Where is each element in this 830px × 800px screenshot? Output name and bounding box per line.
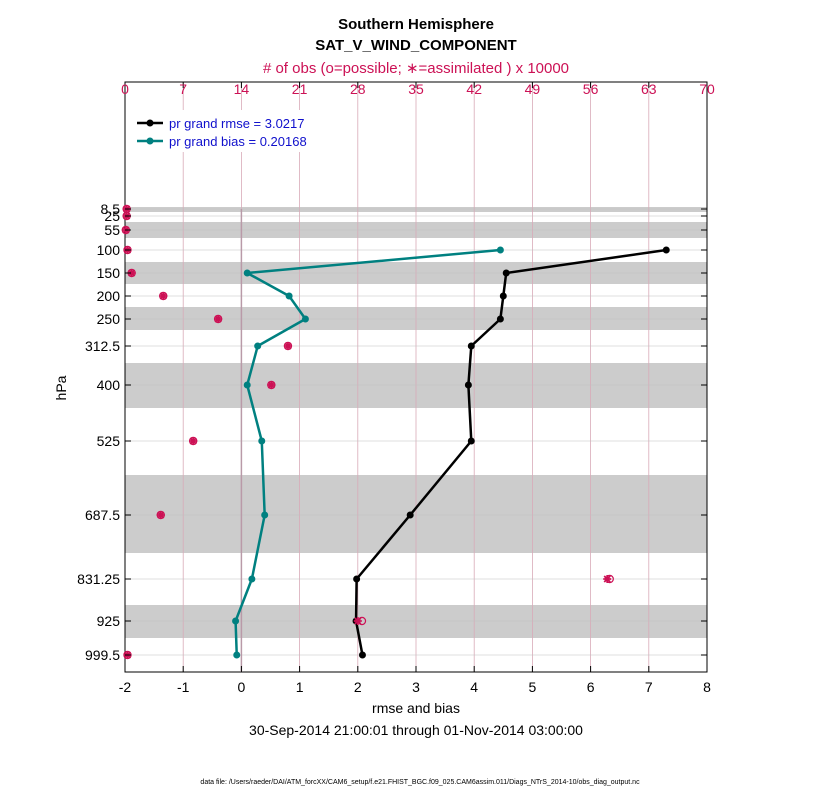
bias-point-9 [232, 617, 240, 625]
level-label-9: 525 [97, 433, 121, 449]
obs-assimilated-marker-10 [156, 511, 165, 519]
level-label-1: 25 [104, 208, 120, 224]
top-tick-label-4: 28 [350, 81, 366, 97]
bottom-tick-label-0: -2 [119, 679, 132, 695]
obs-assimilated-marker-8 [267, 381, 276, 389]
bottom-tick-label-9: 7 [645, 679, 653, 695]
bias-point-1 [243, 269, 251, 277]
top-tick-label-9: 63 [641, 81, 657, 97]
level-label-2: 55 [104, 222, 120, 238]
rmse-point-6 [467, 437, 475, 445]
bottom-tick-label-4: 2 [354, 679, 362, 695]
top-tick-label-2: 14 [234, 81, 250, 97]
legend-rmse-label: pr grand rmse = 3.0217 [169, 116, 305, 131]
level-label-4: 150 [97, 265, 121, 281]
level-label-11: 831.25 [77, 571, 120, 587]
obs-assimilated-marker-6 [214, 315, 223, 323]
rmse-point-8 [353, 575, 361, 583]
obs-assimilated-marker-4 [127, 269, 136, 277]
bias-point-0 [496, 246, 504, 254]
bias-point-10 [233, 651, 241, 659]
top-tick-label-8: 56 [583, 81, 599, 97]
bottom-axis: -2 -1 0 1 2 3 4 5 6 7 8 [119, 82, 711, 695]
chart-title: Southern Hemisphere [338, 16, 494, 33]
top-tick-label-10: 70 [699, 81, 715, 97]
level-label-12: 925 [97, 613, 121, 629]
level-label-6: 250 [97, 311, 121, 327]
top-axis: 0 7 14 21 28 35 42 49 56 63 70 [121, 81, 715, 97]
bias-point-6 [258, 437, 266, 445]
rmse-point-1 [502, 269, 510, 277]
y-axis-label: hPa [53, 375, 69, 400]
level-label-3: 100 [97, 242, 121, 258]
legend-rmse-marker [146, 119, 154, 127]
legend: pr grand rmse = 3.0217 pr grand bias = 0… [131, 110, 329, 152]
bottom-tick-label-1: -1 [177, 679, 190, 695]
rmse-point-2 [499, 292, 507, 300]
level-label-13: 999.5 [85, 647, 120, 663]
bias-point-3 [301, 315, 309, 323]
top-axis-label: # of obs (o=possible; ∗=assimilated ) x … [263, 60, 569, 77]
obs-assimilated-marker-11 [603, 575, 612, 583]
bias-point-7 [261, 511, 269, 519]
rmse-point-7 [406, 511, 414, 519]
bottom-tick-label-2: 0 [238, 679, 246, 695]
level-label-8: 400 [97, 377, 121, 393]
level-label-5: 200 [97, 288, 121, 304]
rmse-point-10 [358, 651, 366, 659]
legend-bias-label: pr grand bias = 0.20168 [169, 134, 307, 149]
rmse-point-5 [464, 381, 472, 389]
level-label-0: 8.5 [101, 201, 121, 217]
rmse-point-0 [662, 246, 670, 254]
level-label-7: 312.5 [85, 338, 120, 354]
level-label-10: 687.5 [85, 507, 120, 523]
top-tick-label-3: 21 [292, 81, 308, 97]
obs-assimilated-marker-7 [283, 342, 292, 350]
top-tick-label-7: 49 [525, 81, 541, 97]
legend-box [131, 110, 329, 152]
rmse-point-4 [467, 342, 475, 350]
bottom-tick-label-6: 4 [470, 679, 478, 695]
bias-point-8 [248, 575, 256, 583]
bottom-tick-label-10: 8 [703, 679, 711, 695]
obs-assimilated-marker-5 [159, 292, 168, 300]
vertical-gridlines [182, 82, 650, 672]
bottom-tick-label-5: 3 [412, 679, 420, 695]
date-range-label: 30-Sep-2014 21:00:01 through 01-Nov-2014… [249, 722, 583, 738]
legend-bias-marker [146, 137, 154, 145]
footer-datafile: data file: /Users/raeder/DAI/ATM_forcXX/… [200, 779, 640, 786]
chart-subtitle: SAT_V_WIND_COMPONENT [315, 37, 516, 54]
top-tick-label-5: 35 [408, 81, 424, 97]
bias-point-2 [285, 292, 293, 300]
rmse-point-3 [496, 315, 504, 323]
bias-point-5 [243, 381, 251, 389]
obs-assimilated-marker-12 [353, 617, 362, 625]
top-tick-label-1: 7 [179, 81, 187, 97]
obs-assimilated-marker-9 [189, 437, 198, 445]
top-tick-label-6: 42 [466, 81, 482, 97]
bottom-tick-label-7: 5 [529, 679, 537, 695]
bias-point-4 [254, 342, 262, 350]
bottom-tick-label-8: 6 [587, 679, 595, 695]
bottom-tick-label-3: 1 [296, 679, 304, 695]
top-tick-label-0: 0 [121, 81, 129, 97]
x-axis-label: rmse and bias [372, 700, 460, 716]
